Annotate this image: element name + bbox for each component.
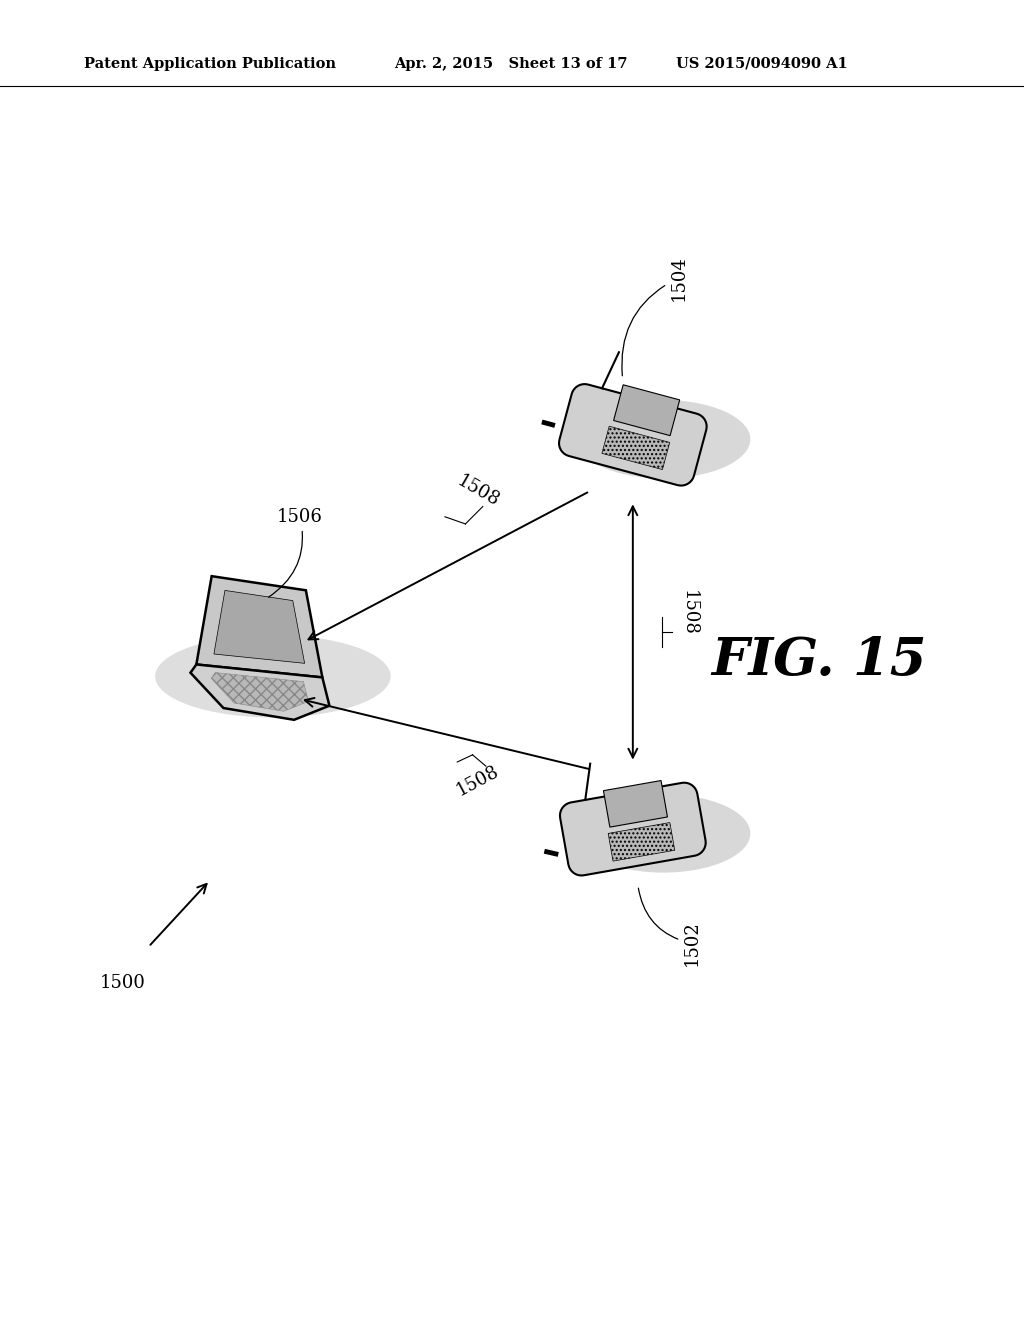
Text: Apr. 2, 2015   Sheet 13 of 17: Apr. 2, 2015 Sheet 13 of 17 [394,57,628,71]
Polygon shape [560,783,706,875]
Text: 1504: 1504 [622,255,688,376]
Polygon shape [602,426,670,470]
Text: 1502: 1502 [638,888,701,966]
Text: 1508: 1508 [454,763,502,800]
Text: FIG. 15: FIG. 15 [712,635,927,686]
Polygon shape [608,822,675,861]
Polygon shape [190,664,330,719]
Text: US 2015/0094090 A1: US 2015/0094090 A1 [676,57,848,71]
Ellipse shape [577,795,751,873]
Polygon shape [559,384,707,486]
Polygon shape [603,780,668,828]
Text: 1506: 1506 [268,508,323,597]
Text: Patent Application Publication: Patent Application Publication [84,57,336,71]
Text: 1508: 1508 [680,590,698,636]
Ellipse shape [156,635,391,718]
Polygon shape [214,590,304,664]
Text: 1500: 1500 [100,974,145,991]
Polygon shape [197,576,323,677]
Text: 1508: 1508 [454,473,502,511]
Ellipse shape [577,400,751,478]
Polygon shape [211,672,308,711]
Polygon shape [613,384,680,436]
